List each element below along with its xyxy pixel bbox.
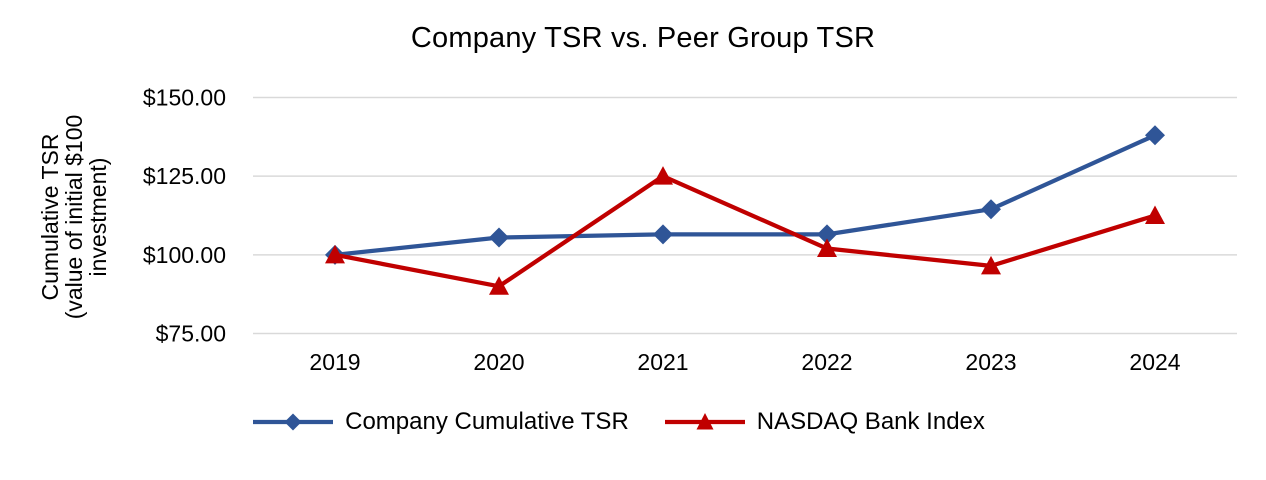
- x-tick-2020: 2020: [473, 349, 524, 375]
- triangle-marker: [1145, 205, 1165, 224]
- series-line-1: [332, 174, 1158, 289]
- chart-legend: Company Cumulative TSR NASDAQ Bank Index: [0, 408, 1251, 436]
- triangle-marker: [489, 276, 509, 295]
- series-line-0: [332, 133, 1158, 257]
- y-tick-150: $150.00: [143, 85, 226, 111]
- y-tick-125: $125.00: [143, 163, 226, 189]
- diamond-marker: [817, 224, 837, 245]
- x-tick-2024: 2024: [1129, 349, 1180, 375]
- chart-title: Company TSR vs. Peer Group TSR: [410, 22, 876, 54]
- triangle-marker: [981, 255, 1001, 275]
- y-axis-tick-labels: $150.00 $125.00 $100.00 $75.00: [143, 85, 226, 347]
- company-line-diamond-icon: [253, 413, 334, 431]
- x-tick-2023: 2023: [965, 349, 1016, 375]
- x-tick-2022: 2022: [801, 349, 852, 375]
- x-tick-2019: 2019: [309, 349, 360, 375]
- legend-item-company: Company Cumulative TSR: [251, 408, 629, 436]
- triangle-marker: [653, 166, 673, 185]
- gridlines: [253, 96, 1237, 335]
- triangle-marker: [817, 238, 837, 258]
- legend-label-company: Company Cumulative TSR: [345, 408, 629, 435]
- diamond-marker: [489, 227, 509, 248]
- x-tick-2021: 2021: [637, 349, 688, 375]
- diamond-marker: [981, 199, 1001, 220]
- triangle-marker: [325, 244, 345, 264]
- nasdaq-line-triangle-icon: [664, 413, 745, 430]
- y-tick-100: $100.00: [143, 242, 226, 268]
- legend-item-nasdaq: NASDAQ Bank Index: [663, 408, 985, 436]
- y-tick-75: $75.00: [156, 321, 226, 347]
- legend-label-nasdaq: NASDAQ Bank Index: [756, 408, 985, 435]
- diamond-marker: [1145, 125, 1165, 146]
- diamond-marker: [653, 224, 673, 245]
- series-layer: [325, 125, 1165, 295]
- x-axis-tick-labels: 2019 2020 2021 2022 2023 2024: [309, 349, 1180, 375]
